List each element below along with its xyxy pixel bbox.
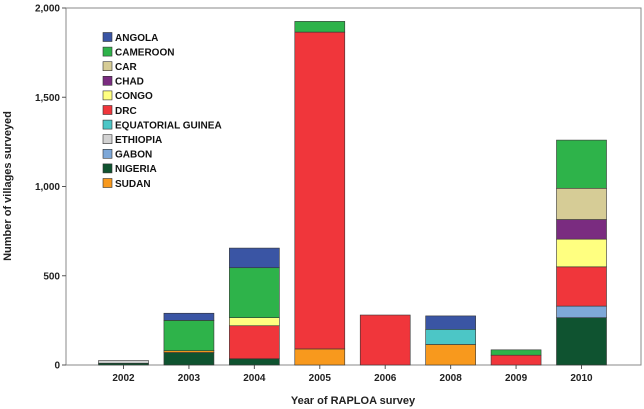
legend-swatch (102, 178, 113, 188)
legend-swatch (102, 61, 113, 72)
legend-swatch (102, 163, 113, 174)
legend-label: CONGO (115, 91, 153, 102)
legend-label: CAMEROON (115, 47, 174, 58)
bar-segment (163, 320, 215, 352)
bar-segment (163, 352, 215, 366)
x-tick-label: 2003 (178, 373, 201, 384)
legend-swatch (102, 105, 113, 115)
bar-segment (229, 317, 280, 327)
bar-segment (425, 344, 476, 366)
y-tick-label: 500 (43, 271, 60, 282)
bar-segment (229, 267, 280, 318)
y-tick-label: 1,000 (35, 182, 60, 193)
bar-segment (556, 187, 607, 220)
bar-segment (294, 348, 346, 366)
legend-label: EQUATORIAL GUINEA (115, 120, 222, 131)
legend-label: NIGERIA (115, 164, 157, 175)
legend-label: DRC (115, 106, 137, 117)
legend-label: CAR (115, 62, 137, 73)
legend-swatch (102, 76, 113, 86)
x-tick-label: 2004 (243, 373, 266, 384)
x-axis: 2002 2003 2004 2005 2006 2008 2009 2010 (112, 365, 593, 384)
bar-segment (294, 31, 346, 350)
x-tick-label: 2009 (505, 373, 528, 384)
bar-segment (98, 360, 149, 364)
legend-label: SUDAN (115, 179, 151, 190)
bar-segment (229, 358, 280, 366)
y-tick-label: 1,500 (35, 93, 60, 104)
bar-segment (425, 315, 476, 330)
bar-segment (229, 247, 280, 269)
legend: ANGOLA CAMEROON CAR CHAD CONGO DRC EQUATORIAL … (102, 32, 222, 190)
legend-label: GABON (115, 150, 152, 161)
y-axis-title: Number of villages surveyed (2, 111, 14, 261)
legend-label: CHAD (115, 77, 144, 88)
legend-swatch (102, 32, 113, 42)
bar-segment (556, 238, 607, 268)
y-axis: 0 500 1,000 1,500 2,000 (35, 4, 66, 372)
bar-segment (294, 21, 346, 33)
x-tick-label: 2008 (440, 373, 463, 384)
plot-area (65, 7, 642, 366)
x-tick-label: 2002 (112, 373, 135, 384)
legend-swatch (102, 134, 113, 144)
bar-segment (490, 354, 542, 366)
bar-segment (490, 349, 542, 356)
bar-segment (556, 139, 607, 189)
bar-segment (556, 266, 607, 307)
x-tick-label: 2005 (309, 373, 332, 384)
bar-segment (359, 314, 411, 366)
bars (98, 21, 607, 366)
x-axis-title: Year of RAPLOA survey (291, 395, 416, 407)
legend-swatch (102, 149, 113, 159)
x-tick-label: 2006 (374, 373, 397, 384)
bar-segment (229, 325, 280, 360)
legend-swatch (102, 90, 113, 101)
bar-segment (556, 219, 607, 240)
y-tick-label: 0 (54, 361, 60, 372)
bar-segment (556, 317, 607, 366)
bar-segment (425, 328, 476, 345)
legend-label: ETHIOPIA (115, 135, 162, 146)
legend-swatch (102, 119, 113, 130)
bar-segment (556, 305, 607, 318)
y-tick-label: 2,000 (35, 4, 60, 15)
bar-segment (163, 312, 215, 321)
legend-swatch (102, 46, 113, 57)
legend-label: ANGOLA (115, 33, 158, 44)
x-tick-label: 2010 (570, 373, 593, 384)
